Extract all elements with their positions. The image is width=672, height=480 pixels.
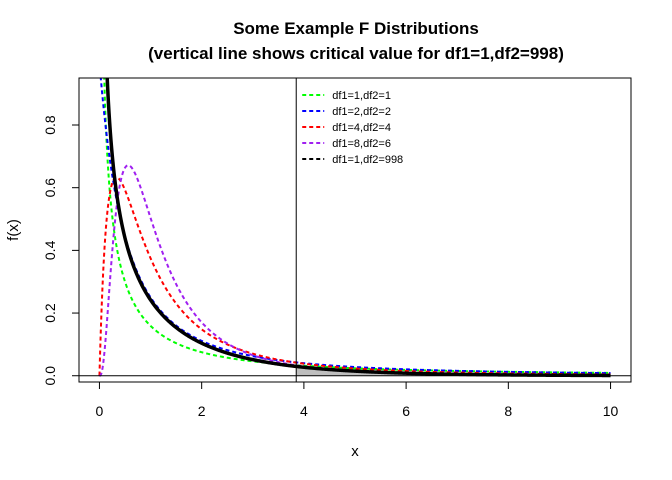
y-tick-label: 0.2 — [42, 303, 58, 323]
series-layer — [98, 78, 611, 378]
chart-title-line2: (vertical line shows critical value for … — [148, 44, 564, 63]
legend: df1=1,df2=1 df1=2,df2=2 df1=4,df2=4 df1=8,d… — [302, 90, 403, 166]
legend-label: df1=4,df2=4 — [332, 122, 391, 134]
legend-label: df1=1,df2=1 — [332, 90, 391, 102]
x-tick-label: 4 — [300, 403, 308, 419]
x-tick-label: 10 — [603, 403, 619, 419]
x-axis-label: x — [351, 443, 359, 460]
y-axis: 0.0 0.2 0.4 0.6 0.8 — [42, 115, 80, 386]
series-line-2 — [99, 78, 611, 375]
legend-label: df1=8,df2=6 — [332, 138, 391, 150]
y-tick-label: 0.8 — [42, 115, 58, 135]
y-tick-label: 0.6 — [42, 178, 58, 198]
series-line-3 — [98, 176, 611, 376]
x-tick-label: 0 — [96, 403, 104, 419]
y-axis-label: f(x) — [5, 219, 22, 241]
series-line-1 — [103, 78, 611, 374]
series-line-5 — [105, 78, 611, 378]
y-tick-label: 0.0 — [42, 366, 58, 386]
y-tick-label: 0.4 — [42, 240, 58, 260]
legend-label: df1=1,df2=998 — [332, 154, 403, 166]
x-tick-label: 6 — [402, 403, 410, 419]
chart-title-line1: Some Example F Distributions — [233, 19, 479, 38]
x-tick-label: 2 — [198, 403, 206, 419]
legend-label: df1=2,df2=2 — [332, 106, 391, 118]
x-axis: 0 2 4 6 8 10 — [96, 381, 619, 419]
x-tick-label: 8 — [504, 403, 512, 419]
reference-lines-layer — [79, 78, 631, 382]
